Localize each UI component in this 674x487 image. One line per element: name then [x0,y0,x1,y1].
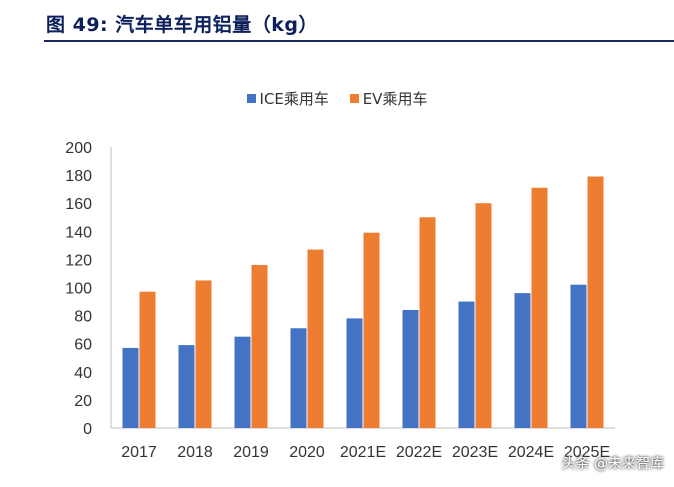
y-tick-label: 120 [65,252,92,269]
legend-label-ice: ICE乘用车 [259,90,329,108]
y-tick-label: 200 [65,140,92,157]
legend-label-ev: EV乘用车 [362,90,428,108]
legend-item-ice: ICE乘用车 [246,88,329,109]
bar-ev [307,249,324,428]
x-tick-label: 2021E [340,444,386,461]
bar-ice [122,347,139,428]
bar-ev [419,217,436,428]
bar-ice [514,293,531,428]
figure-title: 图 49: 汽车单车用铝量（kg） [46,14,319,36]
x-tick-label: 2023E [452,444,498,461]
y-tick-label: 60 [74,337,92,354]
legend-item-ev: EV乘用车 [349,88,428,109]
y-tick-label: 20 [74,393,92,410]
bar-ice [178,345,195,428]
bar-ev [531,187,548,428]
x-tick-label: 2022E [396,444,442,461]
y-tick-label: 180 [65,168,92,185]
x-tick-label: 2025E [564,444,610,461]
bar-ev [195,280,212,428]
bar-ev [475,203,492,428]
y-tick-label: 0 [83,421,92,438]
x-tick-label: 2018 [177,444,213,461]
watermark: 头条 @未来智库 [561,456,664,472]
legend-swatch-ice [246,94,256,103]
x-tick-label: 2019 [233,444,269,461]
x-tick-label: 2020 [289,444,325,461]
bar-ice [458,301,475,428]
y-tick-label: 160 [65,196,92,213]
legend-swatch-ev [349,94,359,103]
x-tick-label: 2017 [121,444,157,461]
bar-ice [346,318,363,428]
chart-legend: ICE乘用车 EV乘用车 [0,88,674,109]
bar-ev [587,176,604,428]
bar-ice [570,284,587,428]
x-tick-label: 2024E [508,444,554,461]
bar-ev [139,291,156,428]
y-tick-label: 40 [74,365,92,382]
y-tick-label: 100 [65,281,92,298]
bar-ev [363,232,380,428]
title-underline [44,40,674,42]
bar-ev [251,265,268,428]
y-tick-label: 140 [65,224,92,241]
bar-ice [402,309,419,428]
bar-ice [234,336,251,428]
y-tick-label: 80 [74,309,92,326]
bar-ice [290,328,307,428]
